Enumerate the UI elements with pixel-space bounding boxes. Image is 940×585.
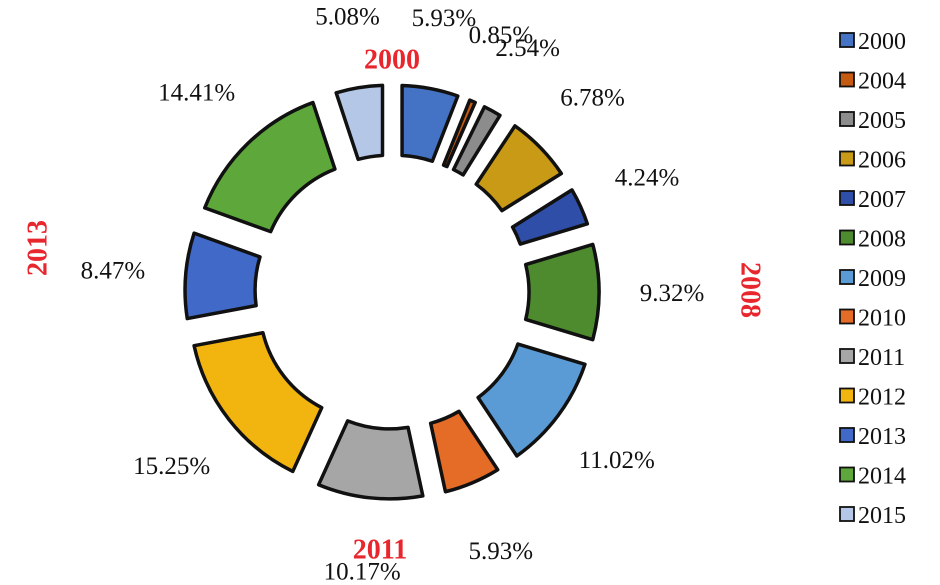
legend-swatch-2013 [839,427,855,443]
legend-item-2015: 2015 [839,503,906,529]
legend-label-2007: 2007 [858,187,906,213]
legend-swatch-2007 [839,190,855,206]
legend-swatch-2004 [839,71,855,88]
slice-2005 [451,105,502,177]
legend-item-2004: 2004 [839,69,906,95]
slice-label-2015: 5.08% [315,4,380,31]
slice-2015 [334,83,385,162]
slice-2010 [428,409,500,494]
legend-label-2014: 2014 [858,464,906,490]
legend-item-2007: 2007 [839,187,906,213]
legend-label-2010: 2010 [858,306,906,332]
legend-item-2013: 2013 [839,424,906,450]
legend-item-2008: 2008 [839,227,906,253]
legend-swatch-2008 [839,229,855,246]
legend-swatch-2015 [839,506,855,522]
legend-item-2009: 2009 [839,266,906,292]
slice-label-2014: 14.41% [158,79,235,106]
slice-label-2005: 2.54% [495,35,560,62]
legend-swatch-2000 [839,32,855,48]
slice-2013 [183,231,262,321]
legend-swatch-2010 [839,308,855,325]
legend-label-2006: 2006 [858,148,906,174]
annotation-2008: 2008 [735,262,766,318]
slice-2000 [400,83,460,163]
annotation-2000: 2000 [364,44,420,75]
legend-label-2009: 2009 [858,266,906,292]
slice-label-2000: 5.93% [412,5,477,32]
legend-swatch-2014 [839,466,855,483]
annotation-2013: 2013 [22,220,53,276]
legend-item-2000: 2000 [839,29,906,55]
slice-2012 [192,330,324,474]
legend-swatch-2009 [839,269,855,285]
legend-label-2008: 2008 [858,227,906,253]
slice-label-2010: 5.93% [468,538,533,565]
legend-item-2012: 2012 [839,385,906,411]
legend-label-2004: 2004 [858,69,906,95]
legend-swatch-2005 [839,111,855,127]
legend-label-2011: 2011 [858,345,905,371]
slice-label-2004: 0.85% [469,22,534,49]
legend-item-2014: 2014 [839,464,906,490]
legend-swatch-2011 [839,348,855,364]
legend-item-2011: 2011 [839,345,905,371]
slice-2007 [510,188,590,246]
slice-2014 [202,100,337,234]
slice-2009 [476,342,587,458]
slice-label-2007: 4.24% [615,164,680,191]
slice-label-2008: 9.32% [640,280,705,307]
annotation-2011: 2011 [353,534,407,565]
legend-item-2006: 2006 [839,148,906,174]
slice-label-2009: 11.02% [579,447,655,474]
slice-2011 [316,419,425,501]
slice-2006 [474,124,564,213]
legend-label-2005: 2005 [858,108,906,134]
slice-2008 [523,242,601,342]
slice-label-2013: 8.47% [81,258,146,285]
legend-label-2000: 2000 [858,29,906,55]
legend-swatch-2006 [839,150,855,167]
legend-item-2005: 2005 [839,108,906,134]
legend-label-2013: 2013 [858,424,906,450]
legend-swatch-2012 [839,387,855,404]
slice-label-2012: 15.25% [133,453,210,480]
slice-label-2006: 6.78% [560,85,625,112]
legend-item-2010: 2010 [839,306,906,332]
legend-label-2012: 2012 [858,385,906,411]
slice-2004 [441,98,477,169]
legend-label-2015: 2015 [858,503,906,529]
